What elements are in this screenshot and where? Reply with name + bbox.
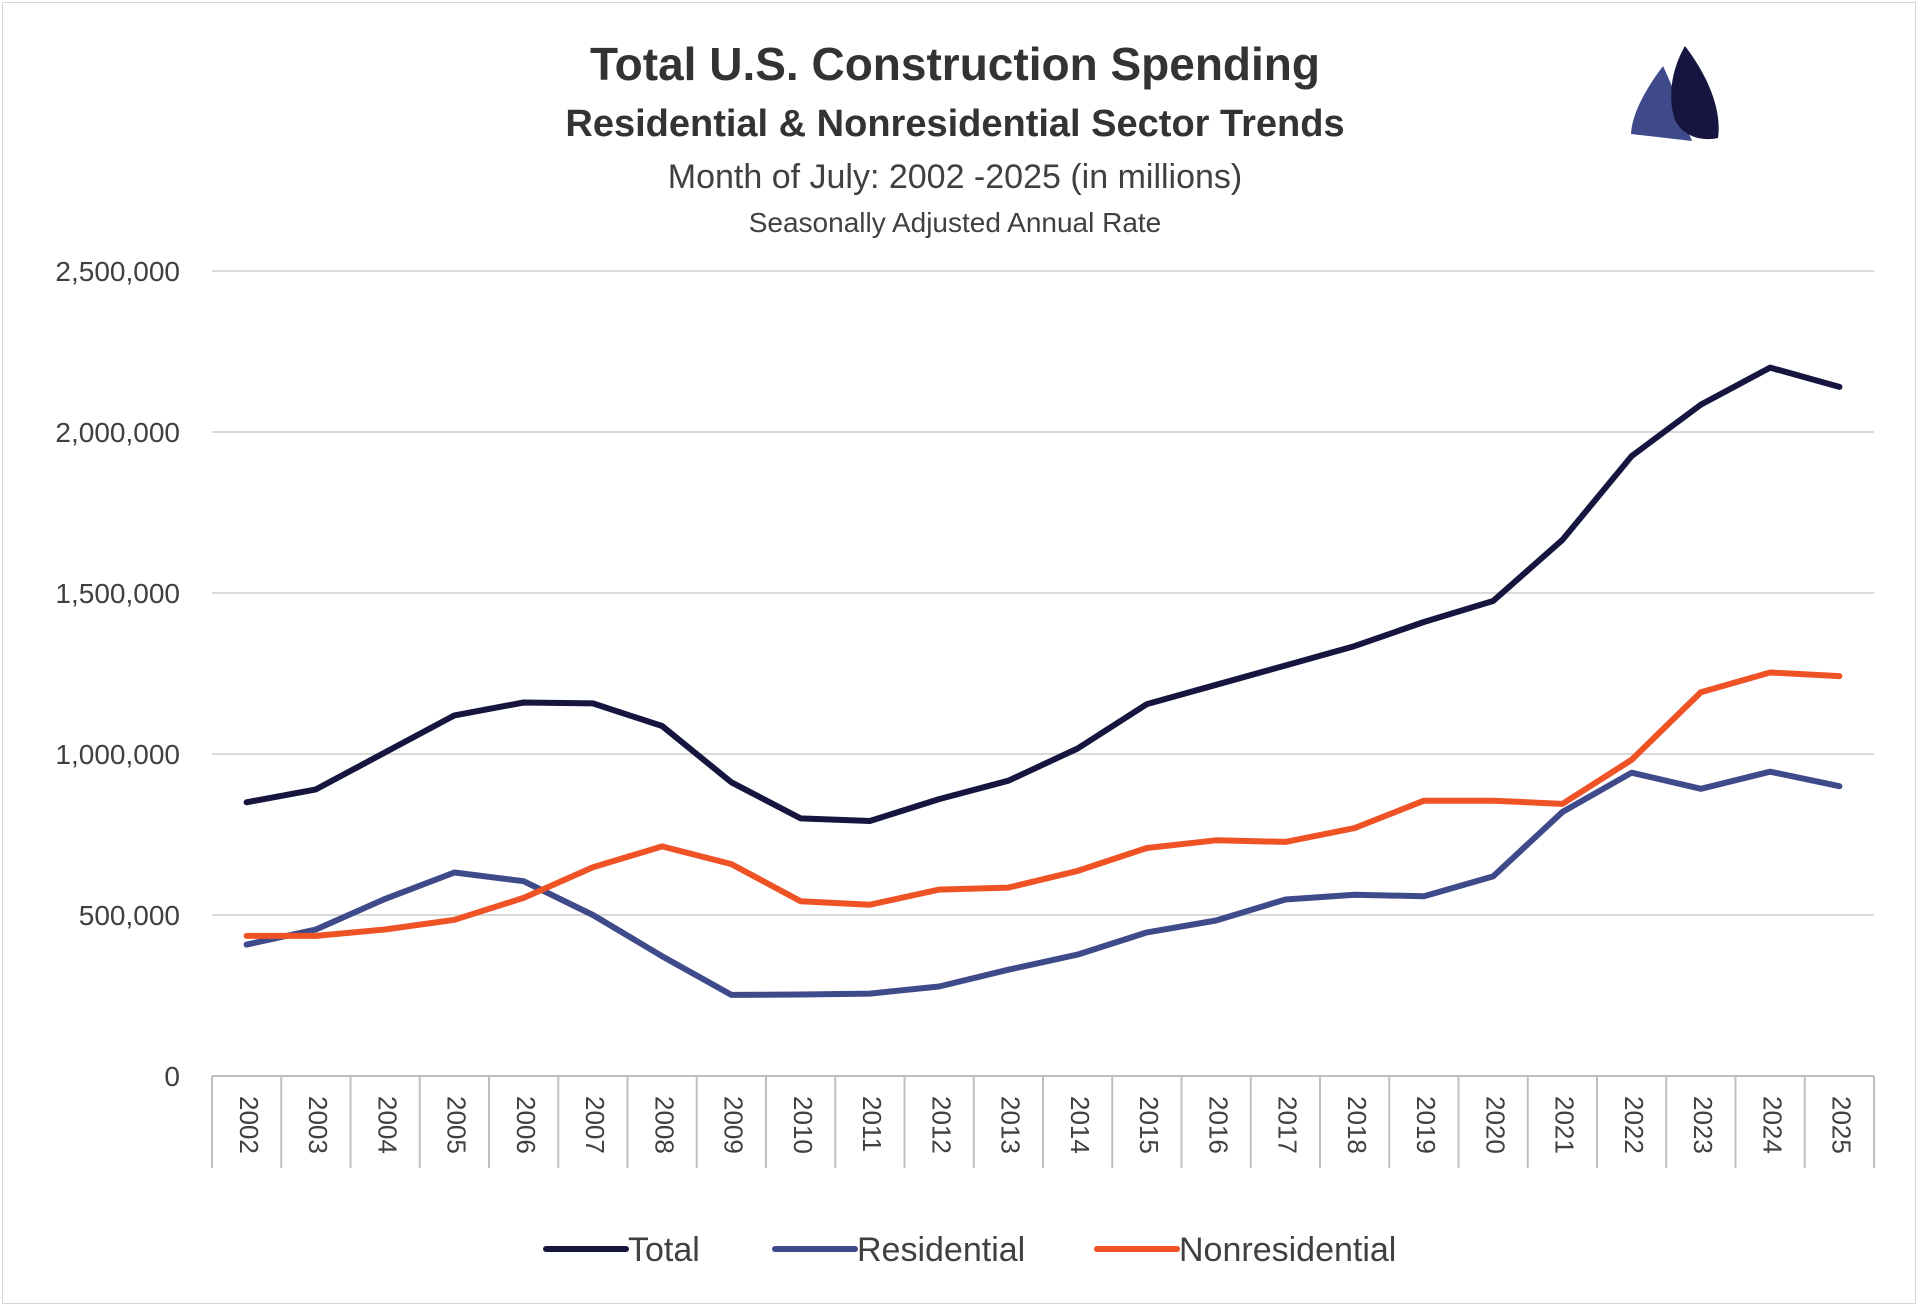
x-tick-label: 2004	[372, 1096, 402, 1154]
chart-subtitle-rate: Seasonally Adjusted Annual Rate	[749, 207, 1162, 238]
x-tick-label: 2009	[719, 1096, 749, 1154]
x-tick-label: 2017	[1273, 1096, 1303, 1154]
logo-sail-back	[1671, 46, 1719, 140]
x-tick-label: 2019	[1411, 1096, 1441, 1154]
legend-item-nonresidential: Nonresidential	[1094, 1231, 1396, 1269]
x-tick-label: 2022	[1619, 1096, 1649, 1154]
sailboat-logo	[1631, 46, 1719, 141]
legend-label-total: Total	[628, 1231, 700, 1269]
axis-layer: 0 500,000 1,000,000 1,500,000 2,000,000 2,500…	[55, 256, 1875, 1168]
y-tick-label: 0	[164, 1061, 180, 1092]
chart-subtitle-period: Month of July: 2002 -2025 (in millions)	[668, 158, 1243, 196]
x-tick-label: 2006	[511, 1096, 541, 1154]
x-tick-label: 2023	[1688, 1096, 1718, 1154]
x-tick-label: 2016	[1203, 1096, 1233, 1154]
legend-label-residential: Residential	[857, 1231, 1025, 1269]
chart-title: Total U.S. Construction Spending	[590, 38, 1320, 90]
x-tick-label: 2014	[1065, 1096, 1095, 1154]
x-tick-label: 2025	[1827, 1096, 1857, 1154]
x-tick-label: 2012	[926, 1096, 956, 1154]
x-tick-label: 2011	[857, 1096, 887, 1152]
series-line-nonresidential	[243, 669, 1843, 939]
x-tick-label: 2021	[1550, 1096, 1580, 1154]
y-tick-label: 2,000,000	[55, 417, 180, 448]
legend-label-nonresidential: Nonresidential	[1179, 1231, 1396, 1269]
series-line-total	[243, 364, 1843, 824]
x-tick-label: 2020	[1480, 1096, 1510, 1154]
x-tick-label: 2002	[234, 1096, 264, 1154]
y-tick-label: 2,500,000	[55, 256, 180, 287]
x-tick-label: 2018	[1342, 1096, 1372, 1154]
grid-layer	[212, 270, 1874, 916]
x-tick-label: 2013	[996, 1096, 1026, 1154]
x-tick-label: 2005	[442, 1096, 472, 1154]
legend: Total Residential Nonresidential	[543, 1231, 1396, 1269]
legend-item-total: Total	[543, 1231, 700, 1269]
chart-subtitle: Residential & Nonresidential Sector Tren…	[565, 103, 1344, 145]
x-tick-label: 2003	[303, 1096, 333, 1154]
series-line-residential	[243, 768, 1843, 998]
y-tick-label: 1,500,000	[55, 578, 180, 609]
legend-item-residential: Residential	[772, 1231, 1025, 1269]
x-tick-label: 2010	[788, 1096, 818, 1154]
x-tick-label: 2024	[1757, 1096, 1787, 1154]
x-tick-label: 2007	[580, 1096, 610, 1154]
y-tick-label: 500,000	[79, 900, 180, 931]
y-tick-label: 1,000,000	[55, 739, 180, 770]
x-tick-label: 2008	[649, 1096, 679, 1154]
series-layer	[243, 364, 1843, 998]
x-tick-label: 2015	[1134, 1096, 1164, 1154]
